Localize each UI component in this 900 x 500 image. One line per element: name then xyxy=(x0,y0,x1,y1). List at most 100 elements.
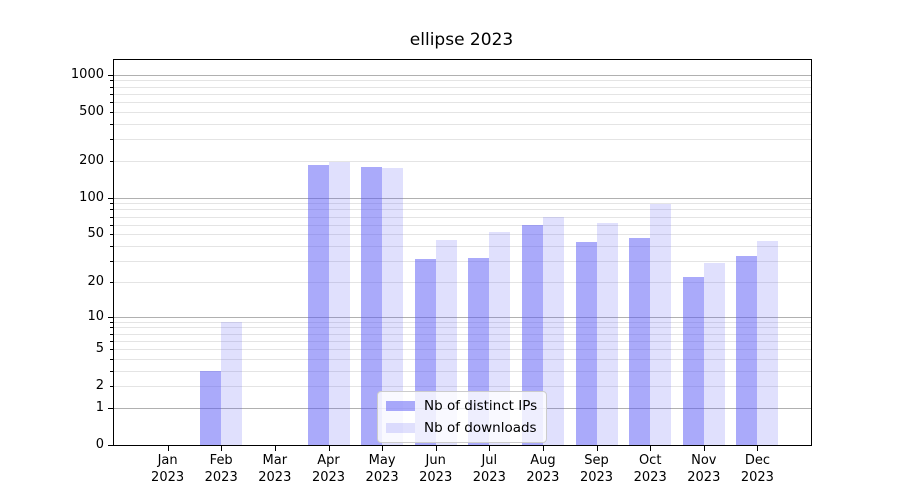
x-tick-label-feb: Feb 2023 xyxy=(204,453,238,485)
y-tick-label: 200 xyxy=(79,152,104,168)
bar-nb-of-distinct-ips-dec-2023 xyxy=(736,256,758,445)
minor-gridline xyxy=(114,102,811,103)
bar-nb-of-downloads-may-2023 xyxy=(382,167,404,445)
bar-nb-of-distinct-ips-aug-2023 xyxy=(521,224,543,445)
bar-nb-of-downloads-apr-2023 xyxy=(328,162,350,445)
y-minor-tick xyxy=(109,209,113,211)
major-gridline xyxy=(114,197,811,199)
x-tick xyxy=(703,446,705,452)
x-tick-label-jul: Jul 2023 xyxy=(472,453,506,485)
y-tick xyxy=(107,445,113,446)
x-tick-label-jan: Jan 2023 xyxy=(151,453,185,485)
minor-gridline xyxy=(114,203,811,205)
y-tick xyxy=(107,407,113,409)
minor-gridline xyxy=(114,260,811,262)
bar-nb-of-downloads-feb-2023 xyxy=(221,321,243,445)
x-tick-label-may: May 2023 xyxy=(365,453,399,485)
y-tick xyxy=(107,197,113,199)
bar-nb-of-distinct-ips-may-2023 xyxy=(361,167,383,445)
y-tick xyxy=(109,281,113,283)
y-tick xyxy=(109,111,113,113)
minor-gridline xyxy=(114,209,811,211)
y-minor-tick xyxy=(109,327,113,329)
y-minor-tick xyxy=(109,86,113,88)
minor-gridline xyxy=(114,358,811,360)
x-tick xyxy=(650,446,652,452)
x-tick-label-aug: Aug 2023 xyxy=(526,453,560,485)
minor-gridline xyxy=(114,224,811,226)
y-minor-tick xyxy=(109,203,113,205)
y-minor-tick xyxy=(109,123,113,125)
bar-nb-of-downloads-aug-2023 xyxy=(542,216,564,445)
x-tick-label-apr: Apr 2023 xyxy=(311,453,346,485)
legend-swatch-distinct-ips xyxy=(386,401,415,411)
bar-nb-of-downloads-dec-2023 xyxy=(757,240,779,445)
legend-item-distinct-ips: Nb of distinct IPs xyxy=(386,398,537,414)
y-minor-tick xyxy=(109,333,113,335)
y-minor-tick xyxy=(109,224,113,226)
y-tick xyxy=(109,234,113,236)
minor-gridline xyxy=(114,234,811,236)
y-tick-label: 1000 xyxy=(70,66,104,82)
x-tick xyxy=(489,446,491,452)
legend-swatch-downloads xyxy=(386,423,415,433)
x-tick xyxy=(328,446,330,452)
y-tick-label: 5 xyxy=(95,341,104,357)
x-tick xyxy=(221,446,223,452)
y-minor-tick xyxy=(109,102,113,103)
x-tick xyxy=(542,446,544,452)
legend-label-distinct-ips: Nb of distinct IPs xyxy=(424,398,538,414)
bar-nb-of-distinct-ips-apr-2023 xyxy=(307,164,329,445)
x-tick xyxy=(167,446,169,452)
minor-gridline xyxy=(114,327,811,329)
x-tick xyxy=(596,446,598,452)
bar-nb-of-distinct-ips-nov-2023 xyxy=(682,276,704,445)
bar-nb-of-distinct-ips-sep-2023 xyxy=(575,242,597,445)
bar-nb-of-downloads-nov-2023 xyxy=(703,262,725,445)
y-minor-tick xyxy=(109,260,113,262)
y-minor-tick xyxy=(109,340,113,342)
minor-gridline xyxy=(114,139,811,140)
minor-gridline xyxy=(114,321,811,323)
x-tick-label-oct: Oct 2023 xyxy=(633,453,667,485)
bar-nb-of-distinct-ips-feb-2023 xyxy=(200,370,222,445)
minor-gridline xyxy=(114,348,811,350)
x-tick xyxy=(757,446,759,452)
minor-gridline xyxy=(114,340,811,342)
x-tick xyxy=(274,446,276,452)
minor-gridline xyxy=(114,93,811,95)
y-tick-label: 10 xyxy=(87,308,104,324)
y-tick-label: 500 xyxy=(79,103,104,119)
legend-label-downloads: Nb of downloads xyxy=(424,420,537,436)
x-tick-label-mar: Mar 2023 xyxy=(258,453,292,485)
y-tick-label: 0 xyxy=(95,437,104,453)
x-tick xyxy=(382,446,384,452)
y-tick xyxy=(109,386,113,388)
y-tick-label: 2 xyxy=(95,378,104,394)
legend-item-downloads: Nb of downloads xyxy=(386,420,537,436)
minor-gridline xyxy=(114,123,811,125)
minor-gridline xyxy=(114,281,811,283)
y-tick-label: 1 xyxy=(95,399,104,415)
bar-nb-of-downloads-sep-2023 xyxy=(596,222,618,445)
y-tick-label: 100 xyxy=(79,189,104,205)
y-minor-tick xyxy=(109,245,113,247)
major-gridline xyxy=(114,316,811,318)
y-tick xyxy=(107,316,113,318)
legend: Nb of distinct IPs Nb of downloads xyxy=(377,391,548,443)
bar-nb-of-downloads-oct-2023 xyxy=(650,204,672,445)
major-gridline xyxy=(114,74,811,76)
y-minor-tick xyxy=(109,80,113,82)
x-tick-label-dec: Dec 2023 xyxy=(740,453,774,485)
y-tick xyxy=(107,74,113,76)
y-tick-label: 50 xyxy=(87,226,104,242)
y-minor-tick xyxy=(109,93,113,95)
x-tick-label-nov: Nov 2023 xyxy=(687,453,721,485)
y-minor-tick xyxy=(109,216,113,218)
y-tick xyxy=(109,160,113,162)
minor-gridline xyxy=(114,216,811,218)
chart-title: ellipse 2023 xyxy=(409,30,514,50)
minor-gridline xyxy=(114,86,811,88)
y-minor-tick xyxy=(109,370,113,372)
